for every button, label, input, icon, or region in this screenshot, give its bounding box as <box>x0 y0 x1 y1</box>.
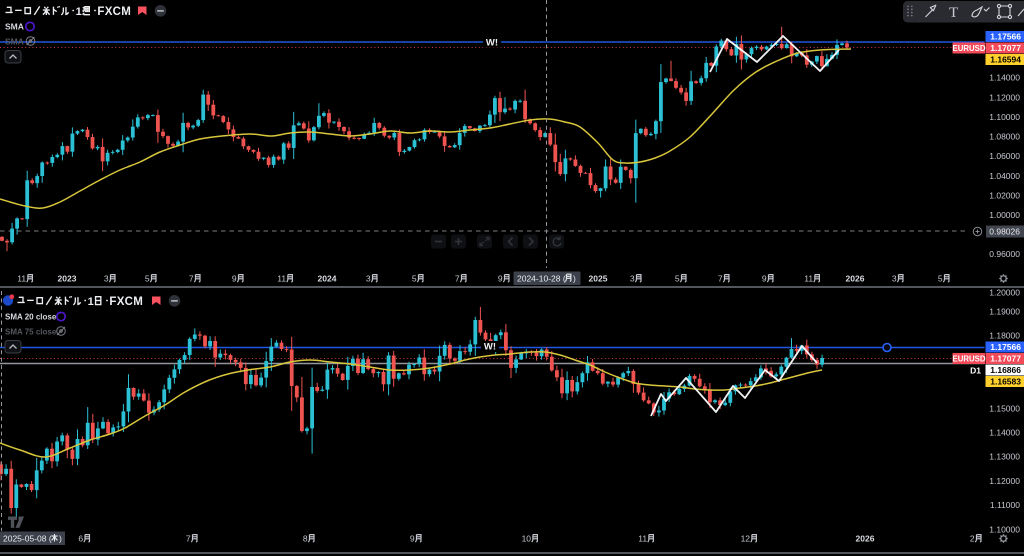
svg-text:1.14000: 1.14000 <box>989 73 1020 83</box>
svg-text:FXCM: FXCM <box>109 296 143 308</box>
svg-text:T: T <box>949 5 958 21</box>
svg-text:7: 7 <box>718 274 723 284</box>
svg-text:9: 9 <box>762 274 767 284</box>
svg-text:1.11000: 1.11000 <box>990 500 1020 510</box>
svg-text:1.10000: 1.10000 <box>989 524 1020 534</box>
svg-text:1.12000: 1.12000 <box>989 92 1020 102</box>
svg-text:1: 1 <box>76 6 82 18</box>
svg-text:1.02000: 1.02000 <box>989 190 1020 200</box>
svg-text:1.19000: 1.19000 <box>989 307 1020 317</box>
svg-text:W!: W! <box>486 38 498 49</box>
svg-text:SMA 20 close: SMA 20 close <box>5 313 57 322</box>
svg-text:5: 5 <box>675 274 680 284</box>
svg-text:0.96000: 0.96000 <box>989 249 1020 259</box>
svg-text:10: 10 <box>522 534 532 544</box>
svg-text:0.98026: 0.98026 <box>989 227 1020 237</box>
svg-text:2026: 2026 <box>856 534 875 544</box>
svg-text:2025: 2025 <box>589 274 608 284</box>
svg-text:9: 9 <box>498 274 503 284</box>
svg-text:1.10000: 1.10000 <box>989 112 1020 122</box>
svg-text:1.17566: 1.17566 <box>990 32 1021 42</box>
svg-text:11: 11 <box>17 274 26 284</box>
svg-text:12: 12 <box>741 534 751 544</box>
svg-text:1.15000: 1.15000 <box>989 403 1020 413</box>
svg-text:1: 1 <box>88 296 94 308</box>
svg-text:11: 11 <box>804 274 813 284</box>
svg-text:2024-10-28 (: 2024-10-28 ( <box>517 274 566 284</box>
svg-text:9: 9 <box>232 274 237 284</box>
svg-text:1.12000: 1.12000 <box>989 476 1020 486</box>
svg-text:3: 3 <box>104 274 109 284</box>
svg-text:1.17566: 1.17566 <box>990 342 1021 352</box>
svg-text:2025-05-08 (: 2025-05-08 ( <box>3 534 52 544</box>
svg-text:3: 3 <box>630 274 635 284</box>
svg-text:SMA 75 close: SMA 75 close <box>5 328 57 337</box>
svg-text:7: 7 <box>189 274 194 284</box>
svg-text:1.14000: 1.14000 <box>989 428 1020 438</box>
svg-text:5: 5 <box>412 274 417 284</box>
svg-text:2023: 2023 <box>58 274 77 284</box>
svg-text:SMA: SMA <box>5 37 24 47</box>
svg-text:2026: 2026 <box>846 274 865 284</box>
svg-text:1.08000: 1.08000 <box>989 132 1020 142</box>
svg-text:6: 6 <box>78 534 83 544</box>
svg-text:2024: 2024 <box>318 274 337 284</box>
svg-text:7: 7 <box>455 274 460 284</box>
svg-text:3: 3 <box>892 274 897 284</box>
svg-text:8: 8 <box>303 534 308 544</box>
svg-text:5: 5 <box>145 274 150 284</box>
svg-text:): ) <box>573 274 576 284</box>
svg-text:1.13000: 1.13000 <box>989 452 1020 462</box>
svg-text:SMA: SMA <box>5 22 24 32</box>
svg-text:3: 3 <box>366 274 371 284</box>
svg-text:11: 11 <box>638 534 647 544</box>
svg-text:1.00000: 1.00000 <box>989 210 1020 220</box>
svg-text:11: 11 <box>277 274 286 284</box>
svg-text:1.04000: 1.04000 <box>989 171 1020 181</box>
svg-text:1.16866: 1.16866 <box>990 365 1021 375</box>
svg-text:FXCM: FXCM <box>97 6 131 18</box>
svg-text:7: 7 <box>186 534 191 544</box>
svg-text:1.06000: 1.06000 <box>989 151 1020 161</box>
svg-text:EURUSD: EURUSD <box>953 44 986 53</box>
svg-text:1.16583: 1.16583 <box>990 377 1021 387</box>
svg-text:): ) <box>59 534 62 544</box>
svg-text:1.17077: 1.17077 <box>990 354 1021 364</box>
svg-text:5: 5 <box>938 274 943 284</box>
svg-text:1.17077: 1.17077 <box>990 43 1021 53</box>
svg-text:D1: D1 <box>970 365 981 375</box>
svg-text:2: 2 <box>970 534 975 544</box>
svg-text:1.18000: 1.18000 <box>989 331 1020 341</box>
svg-text:9: 9 <box>410 534 415 544</box>
svg-text:1.20000: 1.20000 <box>989 288 1020 298</box>
svg-text:W!: W! <box>484 342 496 353</box>
svg-text:1.16594: 1.16594 <box>990 55 1021 65</box>
svg-text:EURUSD: EURUSD <box>953 354 986 363</box>
